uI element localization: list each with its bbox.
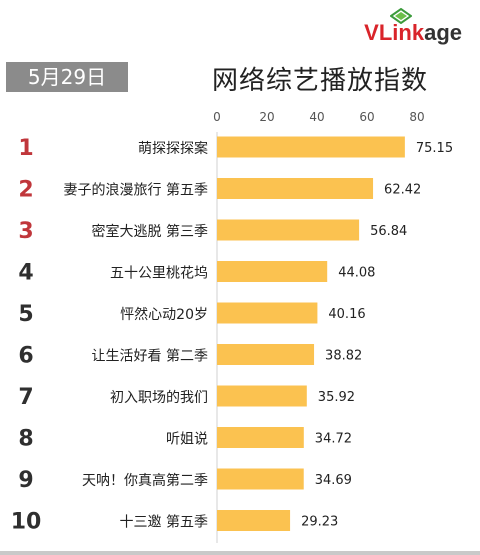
bar	[217, 344, 315, 365]
category-label: 十三邀 第五季	[120, 514, 208, 531]
x-tick-label: 80	[409, 110, 424, 124]
category-label: 密室大逃脱 第三季	[92, 223, 208, 240]
bar	[217, 427, 304, 448]
logo-text-age: age	[424, 20, 462, 45]
rank-number: 5	[18, 302, 33, 327]
bar	[217, 261, 328, 282]
category-label: 初入职场的我们	[110, 389, 208, 406]
value-label: 34.72	[315, 432, 352, 447]
value-label: 35.92	[318, 390, 355, 405]
value-label: 75.15	[416, 141, 453, 156]
rank-number: 9	[18, 468, 33, 493]
rank-number: 3	[18, 219, 33, 244]
vlinkage-logo: VLinkage	[364, 8, 462, 48]
chart-title: 网络综艺播放指数	[211, 66, 428, 96]
bar	[217, 510, 291, 531]
x-tick-label: 60	[359, 110, 374, 124]
category-label: 妻子的浪漫旅行 第五季	[64, 182, 208, 199]
x-tick-label: 20	[259, 110, 274, 124]
bar	[217, 302, 318, 324]
rank-number: 1	[18, 136, 33, 161]
category-label: 让生活好看 第二季	[92, 348, 208, 365]
rank-number: 7	[18, 385, 33, 410]
rank-number: 8	[18, 427, 33, 452]
value-label: 40.16	[328, 307, 365, 322]
rank-number: 6	[18, 344, 33, 369]
category-label: 听姐说	[166, 432, 208, 448]
bar	[217, 136, 405, 158]
rank-number: 2	[18, 178, 33, 203]
value-label: 38.82	[325, 349, 362, 364]
bar	[217, 178, 374, 199]
category-label: 天呐！你真高第二季	[82, 472, 208, 489]
value-label: 29.23	[301, 515, 338, 530]
category-label: 萌探探探案	[138, 140, 208, 157]
x-tick-label: 0	[213, 110, 221, 124]
bar	[217, 385, 307, 407]
logo-text-link: Link	[378, 20, 425, 45]
bottom-divider	[0, 551, 480, 555]
date-badge: 5月29日	[6, 62, 128, 92]
bar	[217, 219, 360, 241]
value-label: 62.42	[384, 183, 421, 198]
category-label: 五十公里桃花坞	[110, 266, 208, 282]
logo-text-v: V	[364, 20, 379, 45]
x-tick-label: 40	[309, 110, 324, 124]
bar	[217, 468, 304, 490]
value-label: 44.08	[338, 266, 375, 281]
value-label: 34.69	[315, 473, 352, 488]
rank-number: 10	[11, 510, 42, 535]
rank-number: 4	[18, 261, 33, 286]
value-label: 56.84	[370, 224, 407, 239]
category-label: 怦然心动20岁	[120, 306, 208, 323]
logo-envelope-icon	[390, 8, 413, 24]
